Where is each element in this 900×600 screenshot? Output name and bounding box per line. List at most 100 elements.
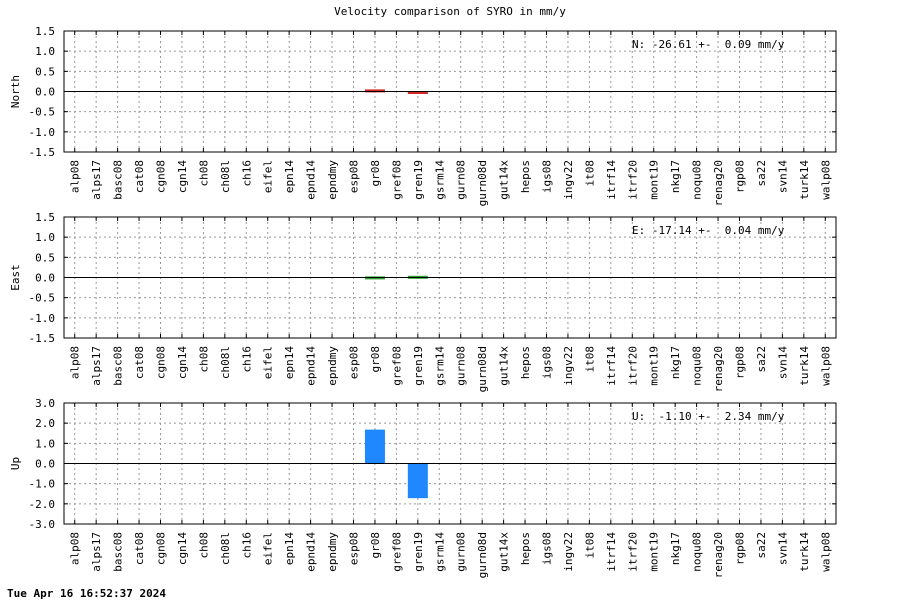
y-tick-label: 0.0 bbox=[35, 458, 55, 471]
x-tick-label: nkg17 bbox=[669, 532, 682, 565]
x-tick-label: mont19 bbox=[648, 160, 661, 200]
panel-east: -1.5 -1.0 -0.5 0.0 0.5 1.0 1.5 alp08 alps17 basc0… bbox=[9, 211, 837, 392]
x-tick-label: gsrm14 bbox=[433, 160, 446, 200]
x-tick-label: hepos bbox=[519, 346, 532, 379]
y-tick-label: -1.0 bbox=[29, 126, 56, 139]
x-tick-label: renag20 bbox=[712, 532, 725, 578]
x-tick-label: gsrm14 bbox=[433, 532, 446, 572]
x-tick-label: itrf14 bbox=[605, 160, 618, 200]
x-tick-label: cat08 bbox=[133, 346, 146, 379]
chart-title: Velocity comparison of SYRO in mm/y bbox=[334, 5, 566, 18]
x-tick-label: epndmy bbox=[326, 532, 339, 572]
x-tick-label: gurn08d bbox=[476, 160, 489, 206]
x-tick-label: gsrm14 bbox=[433, 346, 446, 386]
x-tick-label: itrf20 bbox=[626, 532, 639, 572]
x-tick-label: eifel bbox=[262, 346, 275, 379]
x-tick-label: cgn14 bbox=[176, 160, 189, 193]
x-tick-label: esp08 bbox=[348, 346, 361, 379]
x-tick-label: epn14 bbox=[283, 160, 296, 193]
x-tick-label: ch08 bbox=[197, 160, 210, 187]
y-tick-label: -3.0 bbox=[29, 518, 56, 531]
panel-up: -3.0 -2.0 -1.0 0.0 1.0 2.0 3.0 alp08 alps17 basc0… bbox=[9, 397, 837, 578]
x-tick-label: gren19 bbox=[412, 346, 425, 386]
x-tick-label: esp08 bbox=[348, 160, 361, 193]
x-tick-label: ingv22 bbox=[562, 532, 575, 572]
x-tick-label: epndmy bbox=[326, 160, 339, 200]
x-tick-label: noqu08 bbox=[691, 160, 704, 200]
x-tick-label: gren19 bbox=[412, 160, 425, 200]
x-tick-label: itrf14 bbox=[605, 532, 618, 572]
plot-frame bbox=[63, 30, 837, 153]
x-tick-label: svn14 bbox=[776, 160, 789, 193]
x-tick-label: cat08 bbox=[133, 160, 146, 193]
x-tick-label: esp08 bbox=[348, 532, 361, 565]
x-tick-label: epndmy bbox=[326, 346, 339, 386]
x-tick-label: gut14x bbox=[498, 532, 511, 572]
x-tick-label: svn14 bbox=[776, 532, 789, 565]
x-tick-label: ch08l bbox=[219, 160, 232, 193]
x-tick-label: eifel bbox=[262, 160, 275, 193]
x-tick-label: alp08 bbox=[69, 532, 82, 565]
x-tick-label: alp08 bbox=[69, 160, 82, 193]
x-tick-label: gr08 bbox=[369, 160, 382, 187]
x-tick-label: sa22 bbox=[755, 346, 768, 373]
x-tick-label: igs08 bbox=[541, 160, 554, 193]
x-tick-label: ch08l bbox=[219, 346, 232, 379]
x-tick-label: epnd14 bbox=[305, 532, 318, 572]
x-tick-label: gurn08d bbox=[476, 532, 489, 578]
x-tick-label: gref08 bbox=[390, 160, 403, 200]
x-tick-label: epnd14 bbox=[305, 346, 318, 386]
y-tick-label: -1.0 bbox=[29, 312, 56, 325]
x-tick-label: alps17 bbox=[90, 160, 103, 200]
x-tick-label: gref08 bbox=[390, 346, 403, 386]
x-tick-label: itrf14 bbox=[605, 346, 618, 386]
y-tick-label: 0.0 bbox=[35, 86, 55, 99]
y-tick-label: 1.0 bbox=[35, 231, 55, 244]
y-tick-label: -0.5 bbox=[29, 106, 56, 119]
x-tick-label: gurn08 bbox=[455, 160, 468, 200]
y-tick-label: 1.0 bbox=[35, 437, 55, 450]
x-tick-label: walp08 bbox=[819, 532, 832, 572]
y-tick-label: 2.0 bbox=[35, 417, 55, 430]
velocity-annotation: N: -26.61 +- 0.09 mm/y bbox=[632, 38, 785, 51]
x-tick-label: renag20 bbox=[712, 160, 725, 206]
bar-gren19 bbox=[407, 463, 428, 499]
x-tick-label: ch16 bbox=[240, 532, 253, 559]
y-tick-label: 1.5 bbox=[35, 25, 55, 38]
x-tick-label: igs08 bbox=[541, 346, 554, 379]
y-tick-label: 3.0 bbox=[35, 397, 55, 410]
x-tick-label: sa22 bbox=[755, 160, 768, 187]
x-tick-label: basc08 bbox=[112, 532, 125, 572]
x-tick-label: turk14 bbox=[798, 160, 811, 200]
x-tick-label: gref08 bbox=[390, 532, 403, 572]
plot-frame bbox=[63, 402, 837, 525]
y-tick-label: 0.5 bbox=[35, 251, 55, 264]
x-tick-label: alps17 bbox=[90, 532, 103, 572]
x-tick-label: ch08 bbox=[197, 346, 210, 373]
y-tick-label: 0.5 bbox=[35, 65, 55, 78]
x-tick-label: rgp08 bbox=[734, 532, 747, 565]
x-tick-label: cgn14 bbox=[176, 346, 189, 379]
x-tick-label: alps17 bbox=[90, 346, 103, 386]
y-tick-label: -0.5 bbox=[29, 292, 56, 305]
x-tick-label: alp08 bbox=[69, 346, 82, 379]
x-tick-label: cgn08 bbox=[155, 160, 168, 193]
x-tick-label: itrf20 bbox=[626, 160, 639, 200]
velocity-annotation: U: -1.10 +- 2.34 mm/y bbox=[632, 410, 785, 423]
x-tick-label: svn14 bbox=[776, 346, 789, 379]
x-tick-label: noqu08 bbox=[691, 346, 704, 386]
x-tick-label: gr08 bbox=[369, 532, 382, 559]
x-tick-label: cgn08 bbox=[155, 346, 168, 379]
y-axis-label: Up bbox=[9, 457, 22, 470]
x-tick-label: rgp08 bbox=[734, 346, 747, 379]
y-tick-label: -1.5 bbox=[29, 146, 56, 159]
x-tick-label: renag20 bbox=[712, 346, 725, 392]
x-tick-label: gurn08 bbox=[455, 346, 468, 386]
x-tick-label: ingv22 bbox=[562, 346, 575, 386]
x-tick-label: nkg17 bbox=[669, 346, 682, 379]
x-tick-label: ch16 bbox=[240, 160, 253, 187]
x-tick-label: noqu08 bbox=[691, 532, 704, 572]
x-tick-label: cat08 bbox=[133, 532, 146, 565]
x-tick-label: gr08 bbox=[369, 346, 382, 373]
x-tick-label: hepos bbox=[519, 532, 532, 565]
